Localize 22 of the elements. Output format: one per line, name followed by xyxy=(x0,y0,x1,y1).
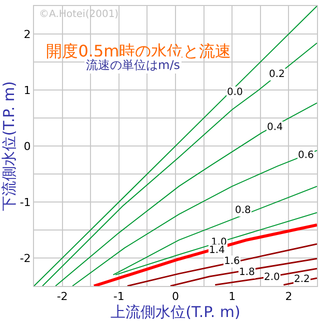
x-axis-title: 上流側水位(T.P. m) xyxy=(110,303,240,321)
y-axis-title: 下流側水位(T.P. m) xyxy=(0,81,18,211)
x-tick-label: 2 xyxy=(285,290,292,304)
annotation: 0.4 xyxy=(267,122,283,133)
y-tick-label: 0 xyxy=(24,140,31,153)
y-tick-label: 1 xyxy=(24,84,31,97)
annotation: 0.6 xyxy=(298,150,314,161)
x-tick-label: -2 xyxy=(56,290,68,304)
annotation: ©A.Hotei(2001) xyxy=(39,9,119,20)
annotation: 2.2 xyxy=(294,274,310,285)
y-tick-label: -1 xyxy=(20,196,31,209)
x-tick-label: -1 xyxy=(113,290,124,304)
annotation: 0.8 xyxy=(235,205,251,216)
y-tick-label: 2 xyxy=(24,28,31,41)
text: 流速の単位はm/s xyxy=(86,58,180,72)
x-tick-label: 0 xyxy=(172,290,179,304)
annotation: 0.0 xyxy=(227,87,243,98)
annotation: 1.4 xyxy=(209,245,225,256)
x-tick-label: 1 xyxy=(228,290,236,304)
annotation: 0.2 xyxy=(269,69,285,80)
y-tick-label: -2 xyxy=(20,252,31,265)
annotation: 1.8 xyxy=(239,267,255,278)
